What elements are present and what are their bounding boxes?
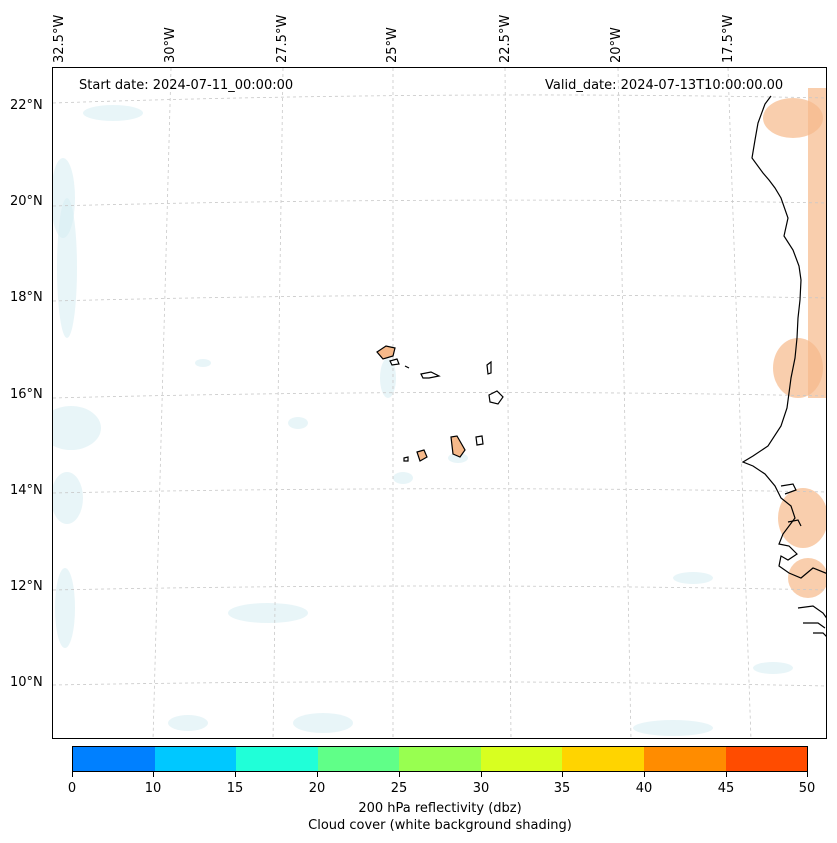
colorbar-tick-label: 15 xyxy=(226,781,244,796)
cloud-shading xyxy=(53,105,793,736)
colorbar-tick-label: 30 xyxy=(472,781,490,796)
lon-label-17-5w: 17.5°W xyxy=(721,14,736,63)
colorbar-segment-4 xyxy=(399,747,481,771)
colorbar-segment-8 xyxy=(725,747,808,771)
colorbar-tick xyxy=(726,772,727,777)
colorbar-tick-label: 45 xyxy=(717,781,735,796)
lon-label-27-5w: 27.5°W xyxy=(275,14,290,63)
colorbar-segment-5 xyxy=(480,747,563,771)
colorbar-tick-label: 10 xyxy=(144,781,162,796)
graticule xyxy=(53,68,826,738)
start-date-label: Start date: 2024-07-11_00:00:00 xyxy=(79,78,294,93)
cape-verde-islands xyxy=(376,345,504,462)
colorbar-tick xyxy=(562,772,563,777)
map-panel xyxy=(52,67,827,739)
map-canvas xyxy=(53,68,826,738)
lat-label-14n: 14°N xyxy=(10,483,43,498)
valid-date-label: Valid_date: 2024-07-13T10:00:00.00 xyxy=(545,78,784,93)
colorbar xyxy=(72,746,808,772)
lon-label-20w: 20°W xyxy=(609,27,624,63)
lon-label-30w: 30°W xyxy=(163,27,178,63)
colorbar-segment-6 xyxy=(562,747,644,771)
island-santo-antao xyxy=(376,345,396,360)
island-fogo xyxy=(416,449,428,462)
island-sao-vicente xyxy=(389,358,400,366)
colorbar-segment-3 xyxy=(317,747,400,771)
lat-label-22n: 22°N xyxy=(10,98,43,113)
colorbar-segment-2 xyxy=(236,747,318,771)
lon-label-25w: 25°W xyxy=(385,27,400,63)
island-sao-nicolau xyxy=(420,371,441,379)
island-sal xyxy=(486,360,492,375)
colorbar-tick-label: 0 xyxy=(67,781,77,796)
colorbar-tick xyxy=(235,772,236,777)
colorbar-tick-label: 20 xyxy=(308,781,326,796)
island-maio xyxy=(475,435,484,446)
colorbar-tick xyxy=(72,772,73,777)
colorbar-segment-0 xyxy=(73,747,155,771)
colorbar-segment-7 xyxy=(643,747,726,771)
colorbar-title: 200 hPa reflectivity (dbz) xyxy=(358,801,522,816)
lon-label-32-5w: 32.5°W xyxy=(52,14,67,63)
lat-label-12n: 12°N xyxy=(10,579,43,594)
lon-label-22-5w: 22.5°W xyxy=(498,14,513,63)
colorbar-tick-label: 50 xyxy=(798,781,816,796)
colorbar-tick-label: 25 xyxy=(390,781,408,796)
african-coastline xyxy=(741,95,826,637)
colorbar-subtitle: Cloud cover (white background shading) xyxy=(308,818,572,833)
lat-label-18n: 18°N xyxy=(10,290,43,305)
reflectivity-shading xyxy=(763,88,826,598)
colorbar-tick xyxy=(317,772,318,777)
colorbar-tick xyxy=(644,772,645,777)
colorbar-tick-label: 40 xyxy=(635,781,653,796)
island-brava xyxy=(403,456,409,462)
colorbar-tick-label: 35 xyxy=(553,781,571,796)
colorbar-segment-1 xyxy=(154,747,237,771)
lat-label-16n: 16°N xyxy=(10,387,43,402)
island-santiago xyxy=(450,435,466,458)
colorbar-tick xyxy=(807,772,808,777)
lat-label-10n: 10°N xyxy=(10,675,43,690)
colorbar-tick xyxy=(399,772,400,777)
colorbar-tick xyxy=(481,772,482,777)
island-santa-luzia xyxy=(404,365,410,369)
island-boa-vista xyxy=(488,390,504,405)
colorbar-tick xyxy=(153,772,154,777)
lat-label-20n: 20°N xyxy=(10,194,43,209)
